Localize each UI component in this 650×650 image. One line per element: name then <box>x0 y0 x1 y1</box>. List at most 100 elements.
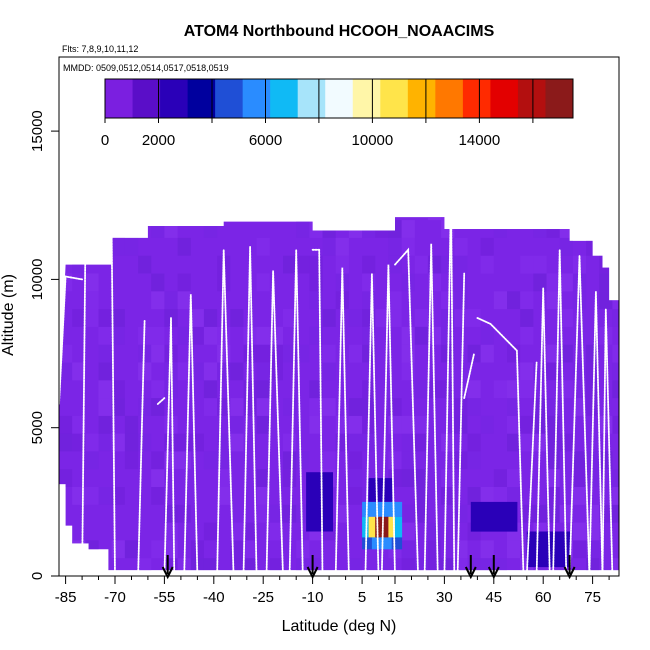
hot-spot-cell <box>362 537 373 550</box>
curtain-cell <box>586 504 600 523</box>
curtain-cell <box>507 487 521 505</box>
curtain-cell <box>309 558 323 571</box>
curtain-cell <box>177 273 191 292</box>
curtain-cell <box>414 487 428 505</box>
curtain-cell <box>256 398 270 416</box>
curtain-cell <box>151 344 165 363</box>
curtain-cell <box>401 237 415 256</box>
flight-track <box>476 317 525 577</box>
colorbar-tick-label: 14000 <box>459 132 501 149</box>
curtain-cell <box>98 344 112 363</box>
curtain-cell <box>151 291 165 310</box>
curtain-cell <box>612 380 619 399</box>
curtain-cell <box>309 273 323 292</box>
curtain-cell <box>507 398 521 416</box>
curtain-cell <box>362 344 376 363</box>
curtain-cell <box>269 326 283 345</box>
curtain-cell <box>230 362 244 381</box>
flight-track <box>380 264 396 577</box>
curtain-cell <box>348 398 363 416</box>
curtain-cell <box>203 380 218 399</box>
curtain-cell <box>441 469 455 487</box>
curtain-cell <box>269 558 283 571</box>
curtain-cell <box>203 398 218 416</box>
curtain-cell <box>151 540 165 559</box>
curtain-cell <box>203 326 218 345</box>
curtain-cell <box>559 504 573 523</box>
curtain-cell <box>401 415 415 434</box>
curtain-cell <box>520 433 534 452</box>
curtain-cell <box>230 522 244 541</box>
curtain-cell <box>177 451 191 470</box>
curtain-cell <box>256 487 270 505</box>
colorbar-swatch <box>297 79 326 118</box>
curtain-cell <box>546 451 560 470</box>
curtain-cell <box>520 362 534 381</box>
curtain-cell <box>348 344 363 363</box>
colorbar-swatch <box>187 79 216 118</box>
curtain-cell <box>309 415 323 434</box>
curtain-cell <box>427 217 442 221</box>
x-tick-label: -55 <box>154 589 176 606</box>
colorbar-swatch <box>215 79 244 118</box>
curtain-cell <box>256 415 270 434</box>
curtain-cell <box>124 415 139 434</box>
curtain-cell <box>572 398 587 416</box>
flight-track <box>423 243 439 577</box>
hot-spot-cell <box>381 516 389 538</box>
colorbar-swatch <box>435 79 464 118</box>
curtain-cell <box>230 558 244 571</box>
curtain-cell <box>256 326 270 345</box>
curtain-cell <box>414 469 428 487</box>
curtain-cell <box>151 451 165 470</box>
curtain-cell <box>572 451 587 470</box>
curtain-cell <box>98 487 112 505</box>
curtain-cell <box>546 291 560 310</box>
colorbar-swatch <box>545 79 574 118</box>
curtain-cell <box>111 309 125 327</box>
curtain-cell <box>177 291 191 310</box>
curtain-cell <box>138 433 152 452</box>
curtain-cell <box>98 415 112 434</box>
plot-content <box>58 193 619 580</box>
curtain-cell <box>533 504 547 523</box>
curtain-cell <box>401 558 415 571</box>
chart-title: ATOM4 Northbound HCOOH_NOAACIMS <box>184 23 495 40</box>
curtain-cell <box>572 469 587 487</box>
flight-track <box>364 273 380 577</box>
flight-track <box>81 236 116 577</box>
hot-spot-cell <box>370 501 379 517</box>
curtain-cell <box>427 326 442 345</box>
curtain-cell <box>401 469 415 487</box>
colorbar-swatch <box>517 79 546 118</box>
curtain-cell <box>414 309 428 327</box>
curtain-cell <box>546 273 560 292</box>
curtain-cell <box>612 415 619 434</box>
curtain-cell <box>441 291 455 310</box>
flight-track <box>156 397 166 405</box>
curtain-cell <box>414 326 428 345</box>
curtain-cell <box>335 237 349 256</box>
flight-track <box>334 267 350 577</box>
curtain-cell <box>269 522 283 541</box>
flight-track <box>456 272 466 577</box>
curtain-cell <box>480 237 494 256</box>
curtain-cell <box>256 362 270 381</box>
curtain-cell <box>454 309 468 327</box>
x-tick-label: 15 <box>387 589 404 606</box>
curtain-cell <box>283 433 297 452</box>
flight-track <box>216 249 235 577</box>
colorbar-tick-label: 2000 <box>142 132 175 149</box>
y-tick-label: 0 <box>29 572 46 580</box>
curtain-cell <box>520 380 534 399</box>
curtain-cell <box>151 380 165 399</box>
curtain-cell <box>572 540 587 559</box>
curtain-cell <box>454 273 468 292</box>
curtain-cell <box>480 540 494 559</box>
curtain-cell <box>256 344 270 363</box>
curtain-cell <box>401 344 415 363</box>
curtain-cell <box>348 415 363 434</box>
curtain-cell <box>507 433 521 452</box>
curtain-cell <box>388 451 402 470</box>
curtain-cell <box>507 380 521 399</box>
